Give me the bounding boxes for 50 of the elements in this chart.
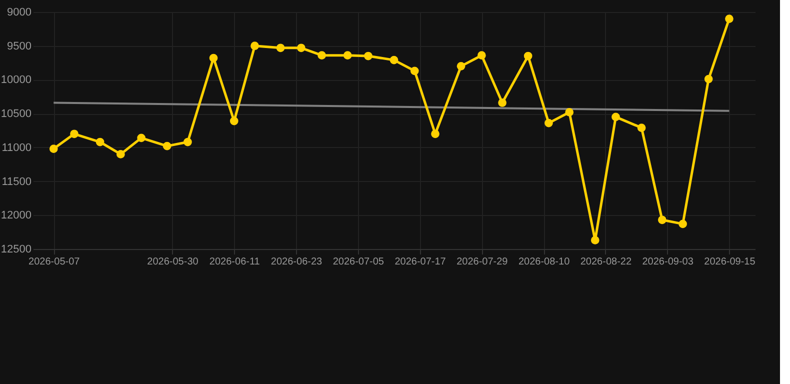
y-tick-label: 12500 xyxy=(0,244,32,256)
point xyxy=(96,138,104,146)
point xyxy=(565,108,574,116)
point xyxy=(658,216,666,224)
point xyxy=(725,14,734,23)
y-tick-label: 9000 xyxy=(7,6,32,18)
point xyxy=(70,130,78,138)
x-tick-label: 2026-06-11 xyxy=(209,256,260,268)
point xyxy=(343,51,352,60)
x-tick-label: 2026-06-23 xyxy=(270,256,323,268)
point xyxy=(49,144,58,153)
point xyxy=(524,52,532,60)
point xyxy=(637,124,646,132)
point xyxy=(276,44,285,52)
point xyxy=(296,44,306,52)
y-tick-label: 10500 xyxy=(0,108,32,120)
point xyxy=(162,142,172,150)
point xyxy=(390,56,398,64)
point xyxy=(612,112,620,122)
point xyxy=(544,118,553,128)
point xyxy=(230,116,238,126)
point xyxy=(410,66,419,76)
point xyxy=(250,42,259,50)
point xyxy=(209,54,218,62)
point xyxy=(116,150,125,158)
point xyxy=(184,138,192,146)
point xyxy=(364,52,372,60)
x-tick-label: 2026-07-29 xyxy=(456,256,508,268)
y-tick-label: 11500 xyxy=(2,176,32,188)
x-tick-label: 2026-09-03 xyxy=(642,256,694,268)
x-tick-label: 2026-08-22 xyxy=(580,256,632,268)
x-tick-label: 2026-09-15 xyxy=(704,256,756,268)
y-tick-label: 9500 xyxy=(7,40,32,52)
point xyxy=(431,130,440,138)
y-tick-label: 12000 xyxy=(0,210,32,222)
x-tick-label: 2026-07-05 xyxy=(332,256,384,268)
point xyxy=(678,220,687,228)
point xyxy=(477,51,486,60)
point xyxy=(498,98,506,107)
y-tick-label: 10000 xyxy=(0,74,32,86)
x-tick-label: 2026-07-17 xyxy=(394,256,446,268)
x-tick-label: 2026-05-07 xyxy=(28,256,80,268)
point xyxy=(590,236,600,244)
x-tick-label: 2026-05-30 xyxy=(147,256,199,268)
point xyxy=(704,74,713,84)
x-tick-label: 2026-08-10 xyxy=(518,256,570,268)
y-tick-label: 11000 xyxy=(2,142,32,154)
point xyxy=(137,134,146,142)
point xyxy=(456,62,466,70)
point xyxy=(318,51,326,60)
